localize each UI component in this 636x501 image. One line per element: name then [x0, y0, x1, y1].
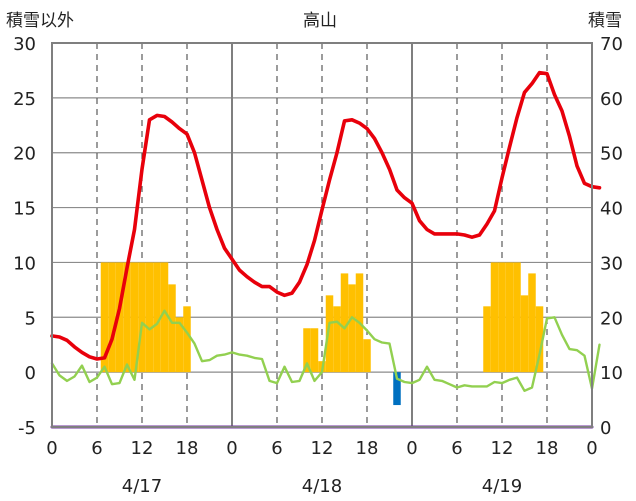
precip-bar — [325, 295, 334, 373]
left-tick-label: 0 — [25, 363, 36, 384]
left-tick-label: 30 — [13, 34, 36, 55]
precip-bar — [115, 262, 124, 373]
precip-bar — [340, 273, 349, 373]
right-tick-label: 70 — [600, 34, 623, 55]
x-tick-label: 0 — [226, 438, 237, 459]
precip-bar — [505, 262, 514, 373]
precip-bar — [333, 306, 341, 373]
lines — [50, 70, 602, 429]
precip-bar — [175, 317, 184, 373]
plot-frame — [51, 42, 593, 428]
x-tick-label: 12 — [131, 438, 154, 459]
left-tick-label: 20 — [13, 144, 36, 165]
precip-bar — [160, 262, 169, 373]
precip-bar — [153, 262, 161, 373]
x-tick-label: 6 — [91, 438, 102, 459]
precip-bar — [310, 328, 319, 373]
precip-bar — [130, 262, 139, 373]
right-tick-label: 10 — [600, 363, 623, 384]
precip-bar — [138, 262, 146, 373]
precip-bar — [348, 284, 356, 373]
precip-bar — [145, 262, 154, 373]
right-tick-label: 60 — [600, 89, 623, 110]
left-axis-title: 積雪以外 — [6, 11, 74, 31]
right-tick-label: 50 — [600, 144, 623, 165]
x-tick-label: 12 — [311, 438, 334, 459]
x-tick-label: 12 — [491, 438, 514, 459]
precip-bar — [123, 262, 131, 373]
precip-bar — [535, 306, 544, 373]
plot-border — [51, 42, 593, 428]
x-tick-label: 18 — [356, 438, 379, 459]
precip-bar — [528, 273, 536, 373]
precip-bar — [498, 262, 506, 373]
precip-bar — [183, 306, 191, 373]
precip-bar — [363, 339, 371, 373]
series-line-0 — [50, 70, 602, 361]
right-tick-label: 30 — [600, 253, 623, 274]
precip-bar — [303, 328, 311, 373]
x-tick-label: 18 — [176, 438, 199, 459]
right-tick-label: 0 — [600, 418, 611, 439]
chart-title: 高山 — [303, 11, 337, 31]
date-label: 4/17 — [122, 476, 162, 497]
date-label: 4/18 — [302, 476, 342, 497]
precip-bar — [520, 295, 529, 373]
x-tick-label: 18 — [536, 438, 559, 459]
series-line-1 — [50, 309, 601, 392]
left-tick-label: 25 — [13, 89, 36, 110]
precip-bar — [100, 262, 109, 373]
precip-bar — [490, 262, 499, 373]
precip-bar — [483, 306, 491, 373]
x-tick-label: 6 — [451, 438, 462, 459]
precip-bars — [100, 262, 544, 406]
x-tick-label: 0 — [586, 438, 597, 459]
precip-bar — [168, 284, 176, 373]
precip-bar — [513, 262, 521, 373]
left-tick-label: -5 — [18, 418, 36, 439]
precip-bar — [108, 262, 116, 373]
left-tick-label: 15 — [13, 199, 36, 220]
x-tick-label: 6 — [271, 438, 282, 459]
right-tick-label: 40 — [600, 199, 623, 220]
left-tick-label: 5 — [25, 308, 36, 329]
precip-bar — [393, 372, 401, 406]
x-tick-label: 0 — [46, 438, 57, 459]
date-label: 4/19 — [482, 476, 522, 497]
x-tick-label: 0 — [406, 438, 417, 459]
right-axis-title: 積雪 — [588, 11, 622, 31]
left-tick-label: 10 — [13, 253, 36, 274]
right-tick-label: 20 — [600, 308, 623, 329]
